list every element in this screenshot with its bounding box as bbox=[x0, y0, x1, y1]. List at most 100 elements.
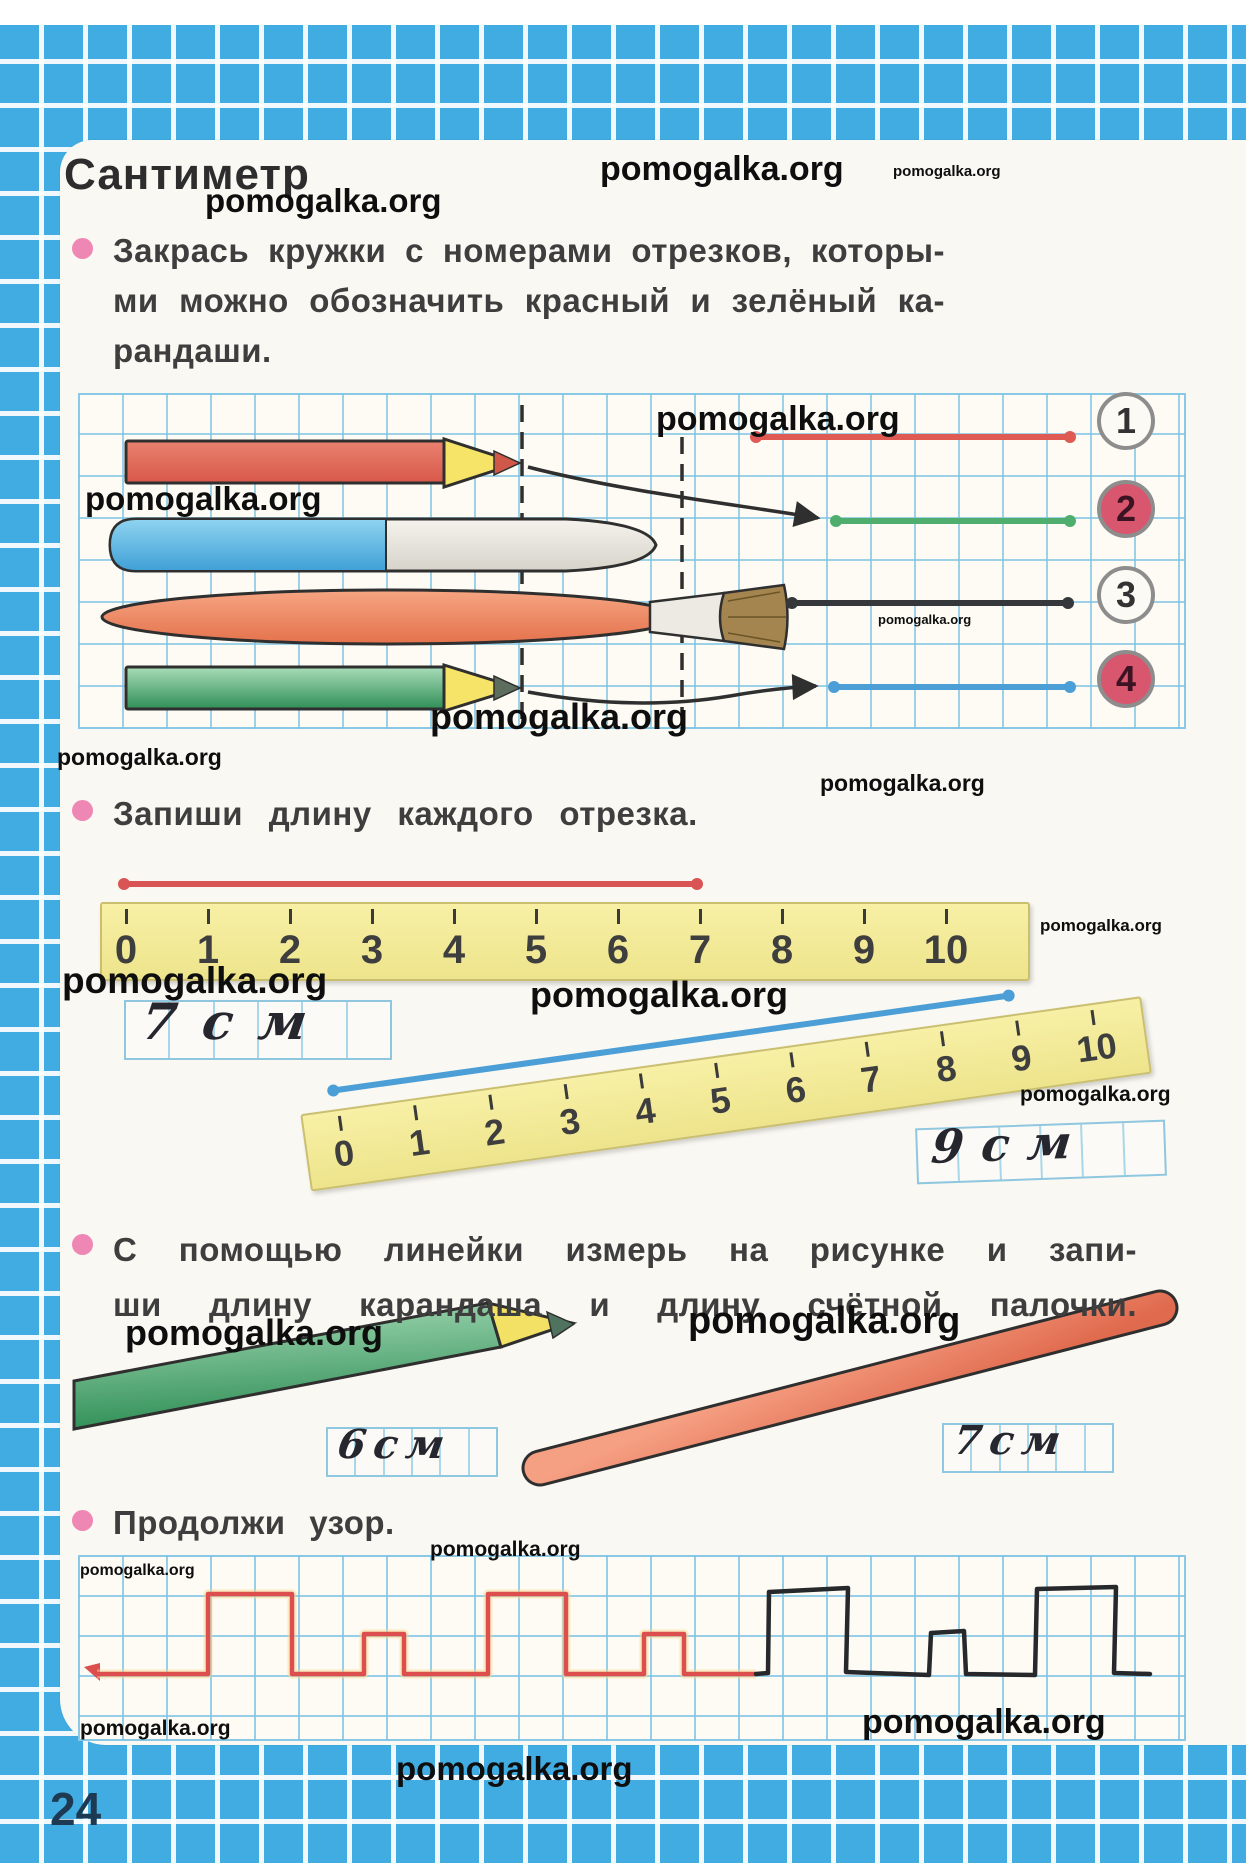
ruler-number: 7 bbox=[688, 928, 712, 972]
segment-2 bbox=[830, 515, 1076, 527]
answer-cell bbox=[170, 1002, 215, 1058]
ruler-number: 4 bbox=[632, 1089, 658, 1133]
watermark: pomogalka.org bbox=[820, 770, 985, 796]
svg-text:3: 3 bbox=[1116, 574, 1136, 615]
answer-cell bbox=[413, 1429, 442, 1475]
watermark: pomogalka.org bbox=[430, 1538, 581, 1561]
ruler-number: 4 bbox=[442, 928, 466, 972]
top-white-strip bbox=[0, 0, 1246, 25]
svg-text:1: 1 bbox=[1116, 400, 1136, 441]
answer-cell bbox=[1029, 1425, 1058, 1471]
ruler-number: 8 bbox=[770, 928, 794, 972]
ruler-number: 3 bbox=[360, 928, 384, 972]
answer-cell bbox=[1057, 1425, 1086, 1471]
ruler-number: 9 bbox=[1008, 1036, 1035, 1080]
ruler-tick bbox=[939, 1031, 946, 1047]
pattern-red-line bbox=[97, 1591, 756, 1677]
number-circle-3: 3 bbox=[1097, 566, 1155, 624]
ruler-number: 6 bbox=[782, 1067, 809, 1112]
ruler-tick bbox=[945, 909, 948, 924]
ruler-1: 0 1 2 3 4 5 6 7 8 9 10 bbox=[100, 902, 1030, 981]
task3-line1: С помощью линейки измерь на рисунке и за… bbox=[113, 1231, 1137, 1268]
answer-cell bbox=[470, 1429, 496, 1475]
ruler-tick bbox=[535, 909, 538, 924]
watermark: pomogalka.org bbox=[893, 163, 1001, 180]
watermark: pomogalka.org bbox=[1040, 916, 1162, 935]
svg-text:2: 2 bbox=[1116, 488, 1136, 529]
task2-line: Запиши длину каждого отрезка. bbox=[113, 795, 698, 832]
answer-cell bbox=[385, 1429, 413, 1475]
blue-pen-image bbox=[108, 517, 658, 573]
watermark: pomogalka.org bbox=[600, 150, 844, 188]
ruler-number: 2 bbox=[278, 928, 302, 972]
segment-4 bbox=[828, 681, 1076, 693]
task3-bullet bbox=[72, 1234, 93, 1255]
svg-text:4: 4 bbox=[1116, 658, 1136, 699]
ruler-tick bbox=[289, 909, 292, 924]
answer-box-pencil: 6см bbox=[326, 1421, 498, 1477]
ruler-tick bbox=[699, 909, 702, 924]
ruler-number: 5 bbox=[707, 1078, 734, 1122]
number-circle-1: 1 bbox=[1097, 392, 1155, 450]
answer-cell bbox=[328, 1429, 357, 1475]
task4-bullet bbox=[72, 1510, 93, 1531]
ruler-number: 2 bbox=[481, 1110, 508, 1154]
ruler-number: 8 bbox=[933, 1046, 959, 1091]
pattern-start-marker bbox=[84, 1663, 100, 1681]
figure1-drawing: 1 2 3 4 bbox=[100, 392, 1155, 725]
answer-cell bbox=[972, 1425, 1001, 1471]
watermark: pomogalka.org bbox=[1020, 1083, 1171, 1106]
ruler-number: 0 bbox=[331, 1131, 357, 1175]
paintbrush-image bbox=[100, 583, 789, 651]
answer-cell bbox=[356, 1429, 385, 1475]
pattern-black-line bbox=[753, 1584, 1153, 1678]
ruler-number: 10 bbox=[923, 928, 969, 972]
page-number: 24 bbox=[50, 1783, 102, 1835]
segment-1 bbox=[750, 431, 1076, 443]
watermark: pomogalka.org bbox=[205, 182, 442, 219]
handwritten-answer-ruler2: 9см bbox=[928, 1114, 1093, 1174]
answer-cell bbox=[303, 1002, 348, 1058]
task4-line: Продолжи узор. bbox=[113, 1504, 395, 1541]
ruler-number: 9 bbox=[852, 928, 876, 972]
watermark: pomogalka.org bbox=[62, 960, 328, 1001]
ruler-number: 10 bbox=[1074, 1024, 1120, 1071]
figure1-grid: 1 2 3 4 bbox=[78, 392, 1186, 729]
watermark: pomogalka.org bbox=[656, 400, 900, 438]
watermark: pomogalka.org bbox=[85, 480, 322, 517]
segment-3 bbox=[786, 597, 1074, 609]
answer-cell bbox=[215, 1002, 259, 1058]
ruler-tick bbox=[1015, 1020, 1021, 1036]
watermark: pomogalka.org bbox=[57, 744, 222, 770]
ruler-tick bbox=[371, 909, 374, 924]
ruler-tick bbox=[207, 909, 210, 924]
task2-text: Запиши длину каждого отрезка. bbox=[113, 789, 698, 839]
answer-cell bbox=[1124, 1122, 1165, 1175]
answer-cell bbox=[259, 1002, 304, 1058]
ruler-tick bbox=[488, 1094, 494, 1110]
watermark: pomogalka.org bbox=[430, 696, 689, 737]
counting-stick bbox=[521, 1289, 1179, 1487]
ruler-tick bbox=[714, 1062, 720, 1079]
measured-segment-red bbox=[118, 878, 703, 890]
red-pencil-image bbox=[124, 436, 523, 490]
watermark: pomogalka.org bbox=[862, 1703, 1106, 1741]
answer-box-stick: 7см bbox=[942, 1417, 1114, 1473]
ruler-tick bbox=[781, 909, 784, 924]
answer-cell bbox=[1001, 1425, 1029, 1471]
watermark: pomogalka.org bbox=[80, 1717, 231, 1740]
ruler-number: 3 bbox=[557, 1099, 583, 1144]
ruler-tick bbox=[453, 909, 456, 924]
watermark: pomogalka.org bbox=[688, 1300, 961, 1342]
ruler-tick bbox=[125, 909, 128, 924]
watermark: pomogalka.org bbox=[125, 1312, 384, 1353]
task1-text: Закрась кружки с номерами отрезков, кото… bbox=[113, 226, 945, 376]
answer-cell bbox=[348, 1002, 390, 1058]
ruler-tick bbox=[1090, 1009, 1096, 1026]
answer-cell bbox=[1086, 1425, 1112, 1471]
watermark: pomogalka.org bbox=[530, 974, 789, 1015]
answer-box-ruler1: 7см bbox=[124, 992, 392, 1060]
ruler-number: 1 bbox=[406, 1120, 433, 1165]
pattern-grid bbox=[78, 1555, 1186, 1741]
